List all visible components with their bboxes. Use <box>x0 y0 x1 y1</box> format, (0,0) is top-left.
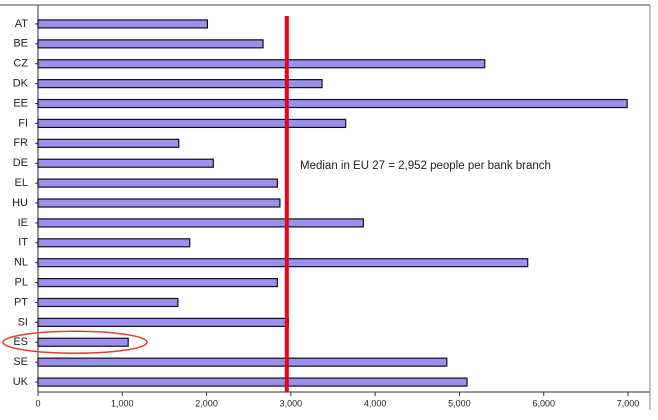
bar <box>37 98 628 109</box>
bar <box>37 178 278 188</box>
bar <box>37 198 281 208</box>
bar <box>37 79 323 89</box>
y-tick-label: CZ <box>13 58 28 70</box>
bar <box>37 118 347 129</box>
y-tick-label: SI <box>18 316 28 328</box>
x-tick-label: 5,000 <box>448 398 471 408</box>
x-tick-label: 7,000 <box>617 398 640 408</box>
y-tick-label: PT <box>14 296 28 308</box>
y-tick-label: EE <box>13 97 28 109</box>
y-tick-label: UK <box>13 376 29 388</box>
y-tick-label: SE <box>13 356 28 368</box>
y-tick-label: IE <box>18 217 28 229</box>
y-tick-label: FI <box>18 117 28 129</box>
y-tick-label: NL <box>14 257 28 269</box>
bar <box>37 19 209 29</box>
bar <box>37 337 129 347</box>
bar <box>37 258 529 268</box>
bar <box>37 158 214 168</box>
y-tick-label: DE <box>13 157 28 169</box>
bar <box>37 218 364 228</box>
y-tick-label: PL <box>15 276 28 288</box>
bar <box>37 138 180 148</box>
x-tick-label: 6,000 <box>532 398 555 408</box>
y-tick-label: AT <box>15 18 29 30</box>
bar <box>37 297 179 308</box>
y-tick-label: DK <box>13 78 29 90</box>
bar <box>37 277 278 288</box>
x-tick-label: 4,000 <box>364 398 387 408</box>
x-tick-label: 1,000 <box>111 398 134 408</box>
bar <box>37 39 264 49</box>
y-tick-label: HU <box>12 197 28 209</box>
y-tick-label: IT <box>18 237 28 249</box>
y-tick-label: EL <box>15 177 28 189</box>
bar <box>37 59 486 69</box>
x-tick-label: 0 <box>35 398 40 408</box>
bar <box>37 238 191 248</box>
x-tick-label: 2,000 <box>195 398 218 408</box>
y-tick-label: FR <box>13 137 28 149</box>
y-tick-label: ES <box>13 336 28 348</box>
bar <box>37 357 448 367</box>
x-tick-label: 3,000 <box>280 398 303 408</box>
y-tick-label: BE <box>13 38 28 50</box>
bar <box>37 317 289 327</box>
annotation: Median in EU 27 = 2,952 people per bank … <box>300 160 551 172</box>
bar <box>37 377 468 387</box>
highlight-ring <box>2 330 148 355</box>
